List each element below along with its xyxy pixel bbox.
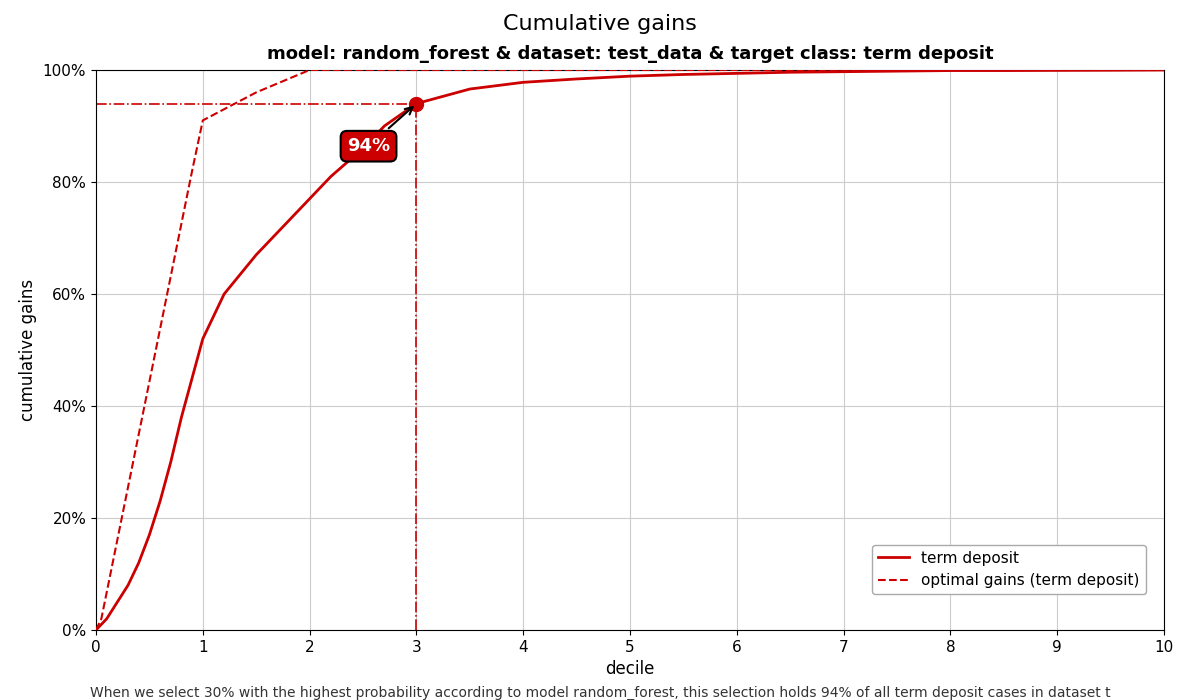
term deposit <box>890 67 905 76</box>
optimal gains (term deposit) <box>409 66 424 74</box>
term deposit <box>1157 66 1171 74</box>
Line: optimal gains (term deposit): optimal gains (term deposit) <box>96 70 1164 630</box>
term deposit <box>281 217 295 225</box>
Text: 94%: 94% <box>347 107 413 155</box>
term deposit <box>196 335 210 343</box>
term deposit <box>516 78 530 87</box>
term deposit <box>570 75 584 83</box>
term deposit <box>152 497 167 505</box>
Legend: term deposit, optimal gains (term deposit): term deposit, optimal gains (term deposi… <box>872 545 1146 594</box>
term deposit <box>217 290 232 298</box>
optimal gains (term deposit) <box>185 167 199 175</box>
term deposit <box>1050 66 1064 75</box>
term deposit <box>463 85 478 93</box>
term deposit <box>121 581 136 589</box>
term deposit <box>377 122 391 130</box>
optimal gains (term deposit) <box>196 116 210 125</box>
Y-axis label: cumulative gains: cumulative gains <box>19 279 37 421</box>
term deposit <box>677 70 691 78</box>
term deposit <box>89 626 103 634</box>
optimal gains (term deposit) <box>94 615 108 623</box>
term deposit <box>730 69 744 78</box>
term deposit <box>132 559 146 567</box>
term deposit <box>324 172 338 181</box>
Text: Cumulative gains: Cumulative gains <box>503 14 697 34</box>
term deposit <box>356 144 371 153</box>
term deposit <box>997 66 1012 75</box>
X-axis label: decile: decile <box>605 660 655 678</box>
Point <box>407 98 426 109</box>
optimal gains (term deposit) <box>302 66 317 74</box>
term deposit <box>110 598 125 606</box>
term deposit <box>943 66 958 75</box>
term deposit <box>185 374 199 382</box>
term deposit <box>836 67 851 76</box>
term deposit <box>143 531 156 539</box>
term deposit <box>163 458 178 466</box>
term deposit <box>100 615 114 623</box>
term deposit <box>1104 66 1118 74</box>
Text: When we select 30% with the highest probability according to model random_forest: When we select 30% with the highest prob… <box>90 685 1110 699</box>
term deposit <box>250 251 264 259</box>
optimal gains (term deposit) <box>89 626 103 634</box>
Line: term deposit: term deposit <box>96 70 1164 630</box>
term deposit <box>623 72 637 80</box>
optimal gains (term deposit) <box>250 88 264 97</box>
term deposit <box>174 413 188 421</box>
term deposit <box>784 68 798 76</box>
optimal gains (term deposit) <box>1157 66 1171 74</box>
term deposit <box>302 195 317 203</box>
Title: model: random_forest & dataset: test_data & target class: term deposit: model: random_forest & dataset: test_dat… <box>266 45 994 63</box>
term deposit <box>409 99 424 108</box>
